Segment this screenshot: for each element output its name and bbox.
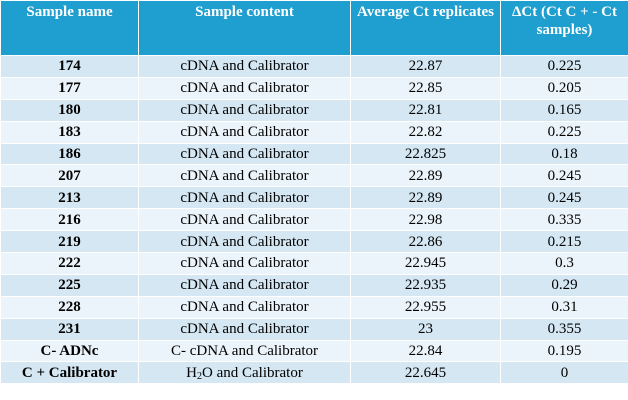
sample-content-cell: cDNA and Calibrator bbox=[138, 273, 351, 297]
sample-content-cell: cDNA and Calibrator bbox=[138, 186, 351, 210]
table-row: 231 cDNA and Calibrator 23 0.355 bbox=[0, 317, 628, 341]
table-row: 174 cDNA and Calibrator 22.87 0.225 bbox=[0, 55, 628, 78]
average-ct-cell: 22.89 bbox=[350, 164, 501, 188]
header-sample-content: Sample content bbox=[138, 0, 351, 56]
sample-name-cell: 180 bbox=[0, 98, 139, 122]
sample-content-cell: cDNA and Calibrator bbox=[138, 120, 351, 144]
table-body: 174 cDNA and Calibrator 22.87 0.225 177 cDNA … bbox=[0, 55, 628, 385]
sample-name-cell: 228 bbox=[0, 295, 139, 319]
table-row: 216 cDNA and Calibrator 22.98 0.335 bbox=[0, 208, 628, 232]
content-subscript: 2 bbox=[197, 370, 203, 382]
average-ct-cell: 22.82 bbox=[350, 120, 501, 144]
sample-name-cell: 207 bbox=[0, 164, 139, 188]
table-row: 222 cDNA and Calibrator 22.945 0.3 bbox=[0, 252, 628, 275]
sample-content-cell: cDNA and Calibrator bbox=[138, 98, 351, 122]
sample-content-cell: cDNA and Calibrator bbox=[138, 164, 351, 188]
content-text: H bbox=[186, 364, 198, 381]
delta-ct-cell: 0.29 bbox=[500, 273, 628, 297]
table-row: 228 cDNA and Calibrator 22.955 0.31 bbox=[0, 295, 628, 319]
sample-content-cell: C- cDNA and Calibrator bbox=[138, 339, 351, 363]
sample-content-cell: cDNA and Calibrator bbox=[138, 208, 351, 232]
table-row: 219 cDNA and Calibrator 22.86 0.215 bbox=[0, 230, 628, 254]
delta-ct-cell: 0.245 bbox=[500, 186, 628, 210]
table-row: C + Calibrator H2O and Calibrator 22.645 0 bbox=[0, 361, 628, 385]
header-row: Sample name Sample content Average Ct re… bbox=[0, 0, 628, 56]
delta-ct-cell: 0 bbox=[500, 361, 628, 385]
average-ct-cell: 22.98 bbox=[350, 208, 501, 232]
average-ct-cell: 22.86 bbox=[350, 230, 501, 254]
average-ct-cell: 22.89 bbox=[350, 186, 501, 210]
delta-ct-cell: 0.225 bbox=[500, 55, 628, 78]
table-row: 183 cDNA and Calibrator 22.82 0.225 bbox=[0, 120, 628, 144]
sample-name-cell: C + Calibrator bbox=[0, 361, 139, 385]
sample-name-cell: 177 bbox=[0, 76, 139, 100]
sample-name-cell: 225 bbox=[0, 273, 139, 297]
table-row: 213 cDNA and Calibrator 22.89 0.245 bbox=[0, 186, 628, 210]
delta-ct-cell: 0.195 bbox=[500, 339, 628, 363]
average-ct-cell: 22.825 bbox=[350, 142, 501, 166]
table-row: C- ADNc C- cDNA and Calibrator 22.84 0.195 bbox=[0, 339, 628, 363]
average-ct-cell: 22.85 bbox=[350, 76, 501, 100]
sample-content-cell: cDNA and Calibrator bbox=[138, 295, 351, 319]
sample-name-cell: 213 bbox=[0, 186, 139, 210]
table-row: 186 cDNA and Calibrator 22.825 0.18 bbox=[0, 142, 628, 166]
average-ct-cell: 23 bbox=[350, 317, 501, 341]
sample-name-cell: 231 bbox=[0, 317, 139, 341]
ct-results-table: Sample name Sample content Average Ct re… bbox=[0, 0, 628, 385]
sample-content-cell: cDNA and Calibrator bbox=[138, 317, 351, 341]
table-row: 177 cDNA and Calibrator 22.85 0.205 bbox=[0, 76, 628, 100]
delta-ct-cell: 0.205 bbox=[500, 76, 628, 100]
table-header: Sample name Sample content Average Ct re… bbox=[0, 0, 628, 56]
sample-content-cell: cDNA and Calibrator bbox=[138, 142, 351, 166]
sample-content-cell: cDNA and Calibrator bbox=[138, 230, 351, 254]
delta-ct-cell: 0.215 bbox=[500, 230, 628, 254]
delta-ct-cell: 0.18 bbox=[500, 142, 628, 166]
average-ct-cell: 22.955 bbox=[350, 295, 501, 319]
sample-name-cell: 174 bbox=[0, 55, 139, 78]
average-ct-cell: 22.945 bbox=[350, 252, 501, 275]
table-row: 207 cDNA and Calibrator 22.89 0.245 bbox=[0, 164, 628, 188]
sample-name-cell: 219 bbox=[0, 230, 139, 254]
delta-ct-cell: 0.225 bbox=[500, 120, 628, 144]
delta-ct-cell: 0.3 bbox=[500, 252, 628, 275]
header-delta-ct: ΔCt (Ct C + - Ct samples) bbox=[500, 0, 628, 56]
average-ct-cell: 22.87 bbox=[350, 55, 501, 78]
average-ct-cell: 22.935 bbox=[350, 273, 501, 297]
sample-name-cell: 216 bbox=[0, 208, 139, 232]
sample-name-cell: 186 bbox=[0, 142, 139, 166]
content-text: O and Calibrator bbox=[202, 364, 303, 381]
delta-ct-cell: 0.355 bbox=[500, 317, 628, 341]
sample-content-cell: cDNA and Calibrator bbox=[138, 252, 351, 275]
sample-name-cell: 222 bbox=[0, 252, 139, 275]
table-row: 180 cDNA and Calibrator 22.81 0.165 bbox=[0, 98, 628, 122]
delta-ct-cell: 0.165 bbox=[500, 98, 628, 122]
ct-results-table-container: Sample name Sample content Average Ct re… bbox=[0, 0, 628, 385]
average-ct-cell: 22.84 bbox=[350, 339, 501, 363]
header-sample-name: Sample name bbox=[0, 0, 139, 56]
delta-ct-cell: 0.335 bbox=[500, 208, 628, 232]
sample-name-cell: 183 bbox=[0, 120, 139, 144]
table-row: 225 cDNA and Calibrator 22.935 0.29 bbox=[0, 273, 628, 297]
header-average-ct: Average Ct replicates bbox=[350, 0, 501, 56]
delta-ct-cell: 0.31 bbox=[500, 295, 628, 319]
sample-name-cell: C- ADNc bbox=[0, 339, 139, 363]
delta-ct-cell: 0.245 bbox=[500, 164, 628, 188]
sample-content-cell: cDNA and Calibrator bbox=[138, 55, 351, 78]
sample-content-cell: cDNA and Calibrator bbox=[138, 76, 351, 100]
average-ct-cell: 22.645 bbox=[350, 361, 501, 385]
average-ct-cell: 22.81 bbox=[350, 98, 501, 122]
sample-content-cell: H2O and Calibrator bbox=[138, 361, 351, 385]
